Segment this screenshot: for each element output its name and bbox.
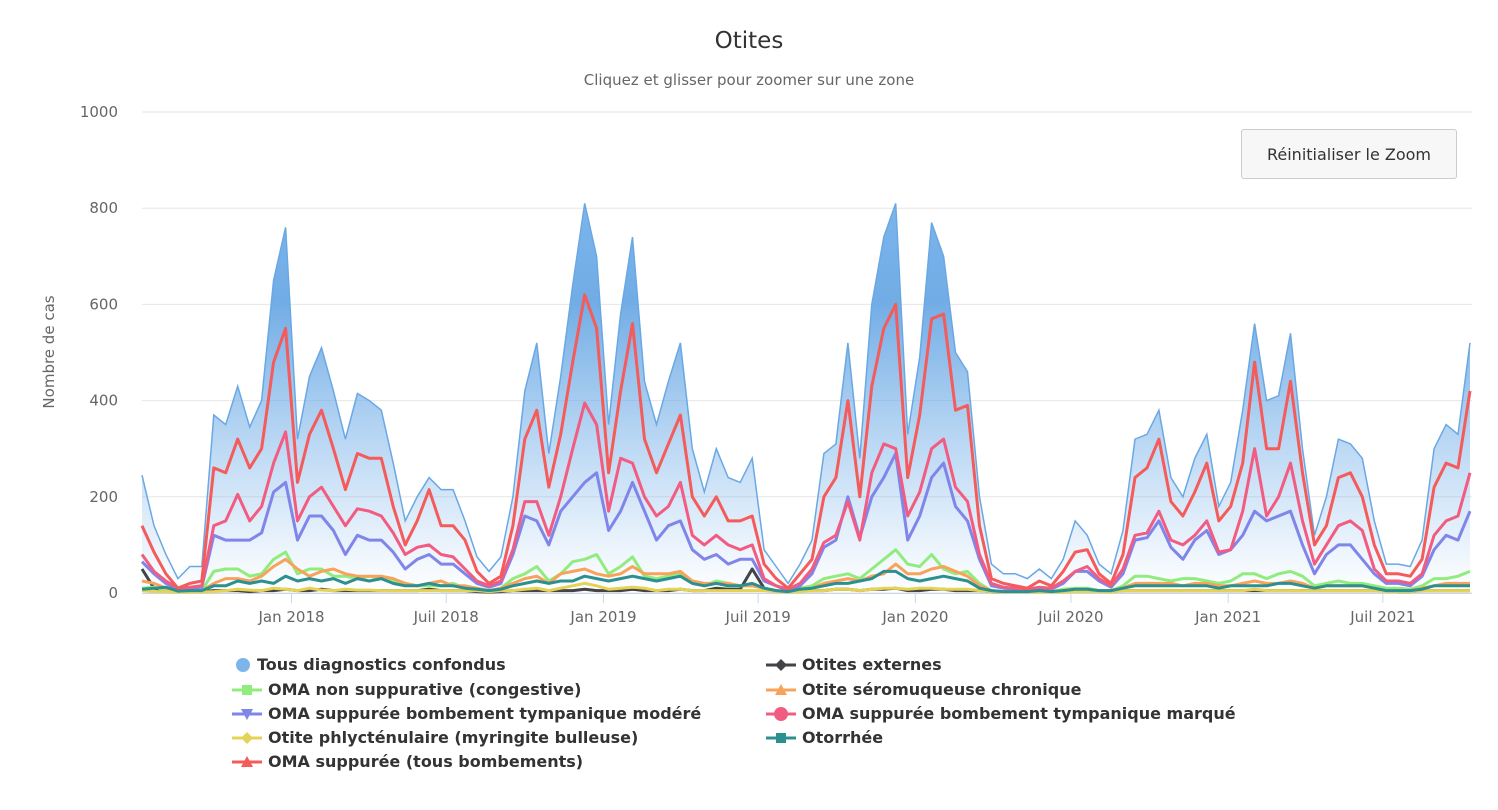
series-oma-suppuree-bombement-tympanique-marque[interactable] [140, 401, 1472, 591]
legend-label: Otite phlycténulaire (myringite bulleuse… [268, 728, 639, 747]
series-tous-diagnostics-confondus[interactable] [141, 203, 1471, 593]
legend-label: OMA suppurée bombement tympanique modéré [268, 704, 702, 723]
series-line[interactable] [141, 569, 1470, 594]
legend-label: OMA suppurée bombement tympanique marqué [802, 704, 1236, 723]
square-marker-icon [232, 684, 262, 695]
triangle-down-marker-icon [232, 708, 262, 720]
legend-item[interactable]: Otites externes [766, 655, 942, 674]
legend-label: Otite séromuqueuse chronique [802, 680, 1082, 699]
legend-label: OMA suppurée (tous bombements) [268, 752, 584, 771]
legend-item[interactable]: Otite phlycténulaire (myringite bulleuse… [232, 728, 638, 747]
y-axis-title: Nombre de cas [40, 295, 58, 408]
legend-label: Tous diagnostics confondus [257, 655, 506, 674]
x-tick-label: Jan 2020 [881, 608, 948, 626]
legend-item[interactable]: OMA non suppurative (congestive) [232, 680, 581, 699]
diamond-marker-icon [766, 658, 796, 671]
y-tick-label: 600 [89, 295, 118, 313]
x-axis: Jan 2018 Juil 2018 Jan 2019 Juil 2019 Jan 20… [142, 593, 1472, 626]
series-oma-suppuree-bombement-tympanique-modere[interactable] [140, 452, 1472, 593]
legend-label: Otites externes [802, 655, 942, 674]
y-tick-label: 800 [89, 199, 118, 217]
legend-item[interactable]: OMA suppurée (tous bombements) [232, 752, 583, 771]
legend-item[interactable]: OMA suppurée bombement tympanique modéré [232, 704, 701, 723]
legend-label: Otorrhée [802, 728, 884, 747]
series-otite-phlyctenulaire-myringite-bulleuse[interactable] [141, 581, 1470, 594]
triangle-marker-icon [232, 755, 262, 767]
area-fill [142, 203, 1470, 593]
triangle-marker-icon [766, 683, 796, 695]
chart-title: Otites [714, 28, 784, 54]
series-line[interactable] [140, 452, 1472, 593]
square-marker-icon [766, 732, 796, 743]
legend-item[interactable]: OMA suppurée bombement tympanique marqué [766, 704, 1236, 723]
x-tick-label: Juil 2020 [1037, 608, 1103, 626]
y-axis: Nombre de cas 0 200 400 600 800 1000 [40, 103, 118, 602]
circle-marker-icon [236, 657, 250, 672]
diamond-marker-icon [232, 731, 262, 744]
legend-item[interactable]: Otite séromuqueuse chronique [766, 680, 1081, 699]
y-tick-label: 200 [89, 488, 118, 506]
reset-zoom-button[interactable]: Réinitialiser le Zoom [1241, 129, 1457, 179]
x-tick-label: Jan 2021 [1194, 608, 1261, 626]
y-tick-label: 400 [89, 392, 118, 410]
legend-item[interactable]: Tous diagnostics confondus [235, 655, 506, 674]
x-tick-label: Juil 2019 [725, 608, 791, 626]
x-tick-label: Jan 2019 [569, 608, 636, 626]
series-group [140, 203, 1472, 594]
series-line[interactable] [141, 203, 1471, 585]
series-line[interactable] [140, 401, 1472, 591]
x-tick-label: Jan 2018 [258, 608, 325, 626]
circle-marker-icon [766, 706, 796, 721]
series-line[interactable] [140, 293, 1472, 590]
series-line[interactable] [141, 581, 1470, 594]
y-tick-label: 1000 [80, 103, 118, 121]
series-otorrhee[interactable] [141, 569, 1470, 594]
x-tick-label: Juil 2018 [413, 608, 479, 626]
x-tick-label: Juil 2021 [1349, 608, 1415, 626]
series-oma-suppuree-tous-bombements[interactable] [140, 293, 1472, 590]
y-tick-label: 0 [108, 584, 118, 602]
legend-item[interactable]: Otorrhée [766, 728, 883, 747]
chart-subtitle: Cliquez et glisser pour zoomer sur une z… [583, 71, 915, 89]
legend-label: OMA non suppurative (congestive) [268, 680, 582, 699]
